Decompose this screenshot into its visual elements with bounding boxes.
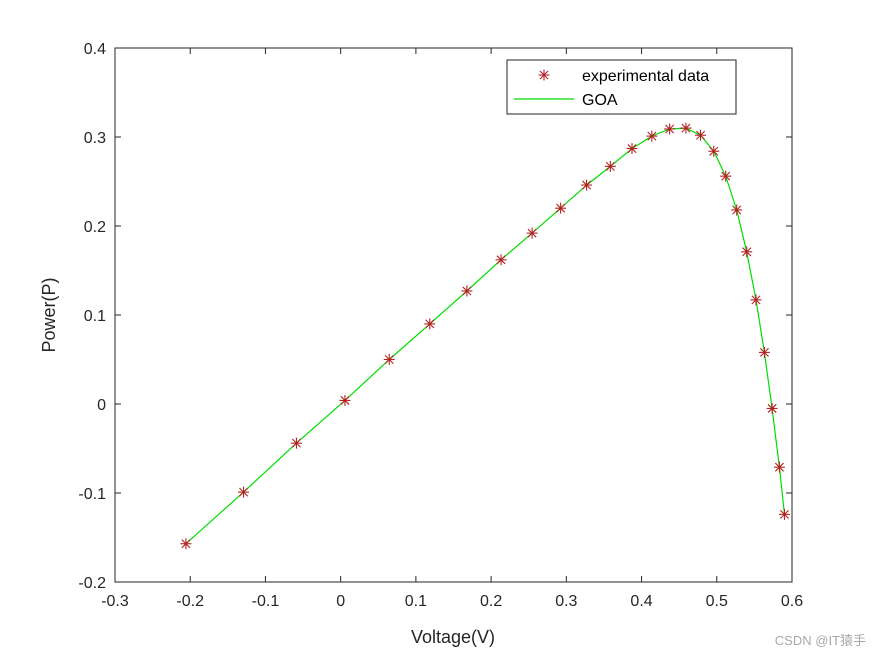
legend-marker-sample: [538, 69, 550, 81]
data-point-marker: [720, 170, 732, 182]
data-point-marker: [461, 285, 473, 297]
x-tick-label: 0: [336, 593, 345, 610]
data-point-marker: [750, 294, 762, 306]
x-tick-label: -0.2: [176, 593, 204, 610]
data-point-marker: [695, 129, 707, 141]
data-point-marker: [604, 160, 616, 172]
data-point-marker: [708, 145, 720, 157]
legend-box: [506, 59, 737, 115]
x-tick-label: 0.3: [555, 593, 577, 610]
x-tick-label: 0.4: [630, 593, 652, 610]
data-point-marker: [339, 394, 351, 406]
data-point-marker: [680, 122, 692, 134]
x-tick-label: 0.1: [405, 593, 427, 610]
x-tick-label: 0.5: [706, 593, 728, 610]
legend-asterisk-icon: [538, 69, 550, 81]
plot-area: [114, 47, 793, 583]
x-tick-label: 0.6: [781, 593, 803, 610]
data-point-marker: [766, 402, 778, 414]
data-point-marker: [731, 204, 743, 216]
x-tick-label: -0.3: [101, 593, 129, 610]
data-point-marker: [626, 143, 638, 155]
data-point-marker: [495, 254, 507, 266]
series-layer: [180, 122, 790, 550]
data-point-marker: [555, 202, 567, 214]
goa-series-line: [185, 127, 786, 545]
data-point-marker: [424, 318, 436, 330]
data-point-marker: [581, 179, 593, 191]
data-point-marker: [383, 354, 395, 365]
y-tick-label: 0.3: [84, 130, 106, 147]
x-tick-label: 0.2: [480, 593, 502, 610]
data-point-marker: [758, 346, 770, 358]
data-point-marker: [180, 538, 192, 550]
legend-label-goa: GOA: [582, 92, 618, 109]
y-axis-title: Power(P): [39, 277, 59, 352]
y-tick-label: 0.4: [84, 41, 106, 58]
data-point-marker: [741, 246, 753, 258]
data-point-marker: [290, 437, 302, 449]
y-tick-label: -0.1: [78, 486, 106, 503]
data-point-marker: [238, 486, 250, 498]
x-tick-label: -0.1: [252, 593, 280, 610]
data-point-marker: [664, 123, 676, 135]
watermark-text: CSDN @IT猿手: [775, 633, 866, 648]
legend: experimental data GOA: [506, 59, 737, 115]
data-point-marker: [778, 508, 790, 520]
data-point-marker: [773, 461, 785, 473]
axis-ticks: -0.3 -0.2 -0.1 0 0.1 0.2 0.3 0.4 0.5 0.6-0.2-0.10…: [78, 41, 803, 610]
data-point-marker: [646, 130, 658, 142]
legend-label-experimental: experimental data: [582, 68, 709, 85]
x-axis-title: Voltage(V): [411, 627, 495, 647]
y-tick-label: 0: [97, 397, 106, 414]
y-tick-label: 0.1: [84, 308, 106, 325]
y-tick-label: 0.2: [84, 219, 106, 236]
data-point-marker: [526, 227, 538, 239]
y-tick-label: -0.2: [78, 575, 106, 592]
